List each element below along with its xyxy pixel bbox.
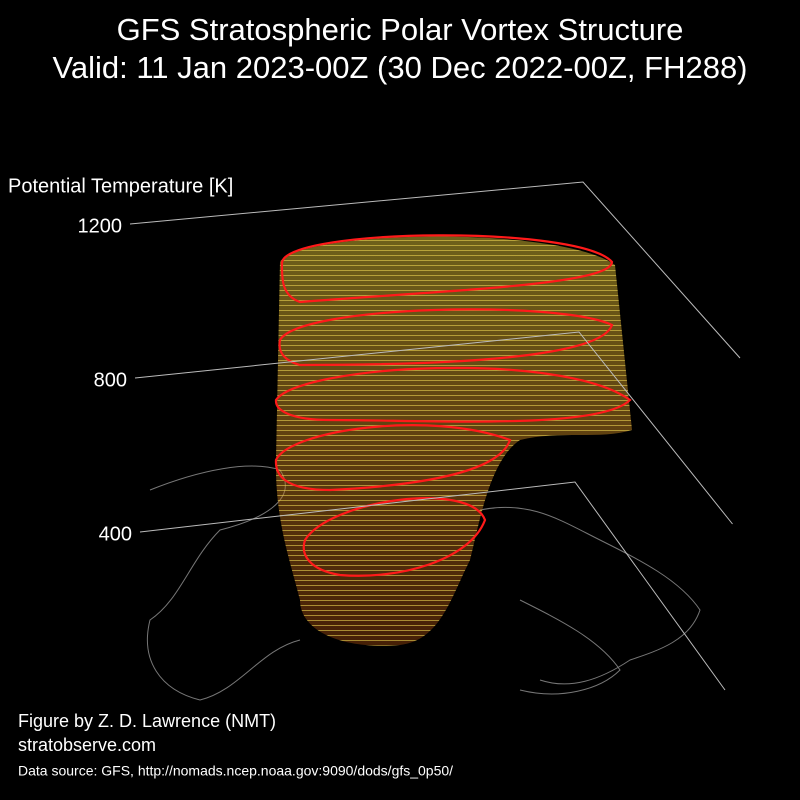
axes: 400 800 1200 <box>78 181 741 691</box>
z-axis-label: Potential Temperature [K] <box>8 175 233 197</box>
chart-subtitle: Valid: 11 Jan 2023-00Z (30 Dec 2022-00Z,… <box>52 50 747 85</box>
chart-title: GFS Stratospheric Polar Vortex Structure <box>117 12 684 47</box>
vortex <box>274 234 632 646</box>
data-source: Data source: GFS, http://nomads.ncep.noa… <box>18 763 453 779</box>
z-tick-label: 800 <box>94 369 127 391</box>
z-grid-line <box>129 181 741 359</box>
z-tick-label: 1200 <box>78 215 123 237</box>
credit: Figure by Z. D. Lawrence (NMT) <box>18 711 276 731</box>
z-tick-label: 400 <box>99 523 132 545</box>
coastlines <box>146 465 701 701</box>
website: stratobserve.com <box>18 735 156 755</box>
z-grid-line <box>134 331 733 525</box>
z-grid-line <box>139 481 726 691</box>
